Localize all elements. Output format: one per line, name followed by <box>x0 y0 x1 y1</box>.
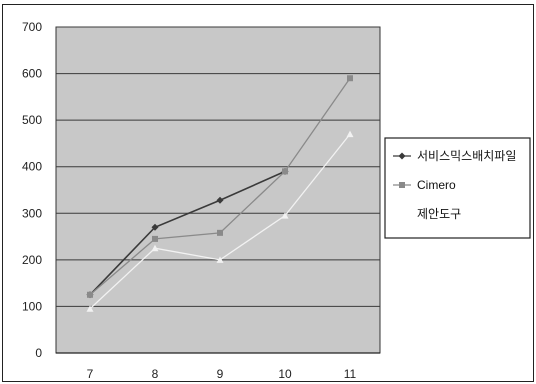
y-axis-ticks: 0 100 200 300 400 500 600 700 <box>22 20 42 360</box>
series-2 <box>87 75 353 298</box>
data-point <box>399 182 405 188</box>
x-tick-label: 7 <box>87 367 94 381</box>
y-tick-label: 500 <box>22 113 42 127</box>
x-tick-label: 10 <box>278 367 292 381</box>
legend-item: Cimero <box>393 178 456 192</box>
legend-box <box>384 137 531 239</box>
legend-item: 서비스믹스배치파일 <box>393 149 516 163</box>
y-tick-label: 0 <box>35 346 42 360</box>
y-tick-label: 100 <box>22 299 42 313</box>
data-point <box>398 210 406 217</box>
x-tick-label: 9 <box>217 367 224 381</box>
data-point <box>216 196 224 204</box>
y-tick-label: 200 <box>22 253 42 267</box>
data-point <box>151 223 159 231</box>
data-point <box>282 168 288 175</box>
x-axis-ticks: 7 8 9 10 11 <box>87 367 357 381</box>
gridlines <box>56 26 380 354</box>
series-layer <box>86 75 354 312</box>
data-point <box>152 235 158 242</box>
data-point <box>398 152 406 160</box>
series-line <box>89 170 286 296</box>
data-point <box>151 244 159 252</box>
data-point <box>281 212 289 219</box>
x-tick-label: 8 <box>152 367 159 381</box>
data-point <box>346 130 354 138</box>
y-tick-label: 600 <box>22 67 42 81</box>
data-point <box>86 305 94 312</box>
y-tick-label: 300 <box>22 206 42 220</box>
x-tick-label: 11 <box>344 367 357 381</box>
legend-label: Cimero <box>417 178 456 192</box>
legend-label: 서비스믹스배치파일 <box>417 149 516 163</box>
legend-item: 제안도구 <box>393 207 461 221</box>
data-point <box>87 291 93 298</box>
legend-label: 제안도구 <box>417 207 461 221</box>
data-point <box>347 75 353 82</box>
series-3 <box>86 130 354 312</box>
plot-area <box>55 26 381 354</box>
y-tick-label: 700 <box>22 20 42 34</box>
y-tick-label: 400 <box>22 160 42 174</box>
data-point <box>217 229 223 236</box>
legend: 서비스믹스배치파일 Cimero 제안도구 <box>384 137 531 239</box>
data-point <box>216 256 224 263</box>
